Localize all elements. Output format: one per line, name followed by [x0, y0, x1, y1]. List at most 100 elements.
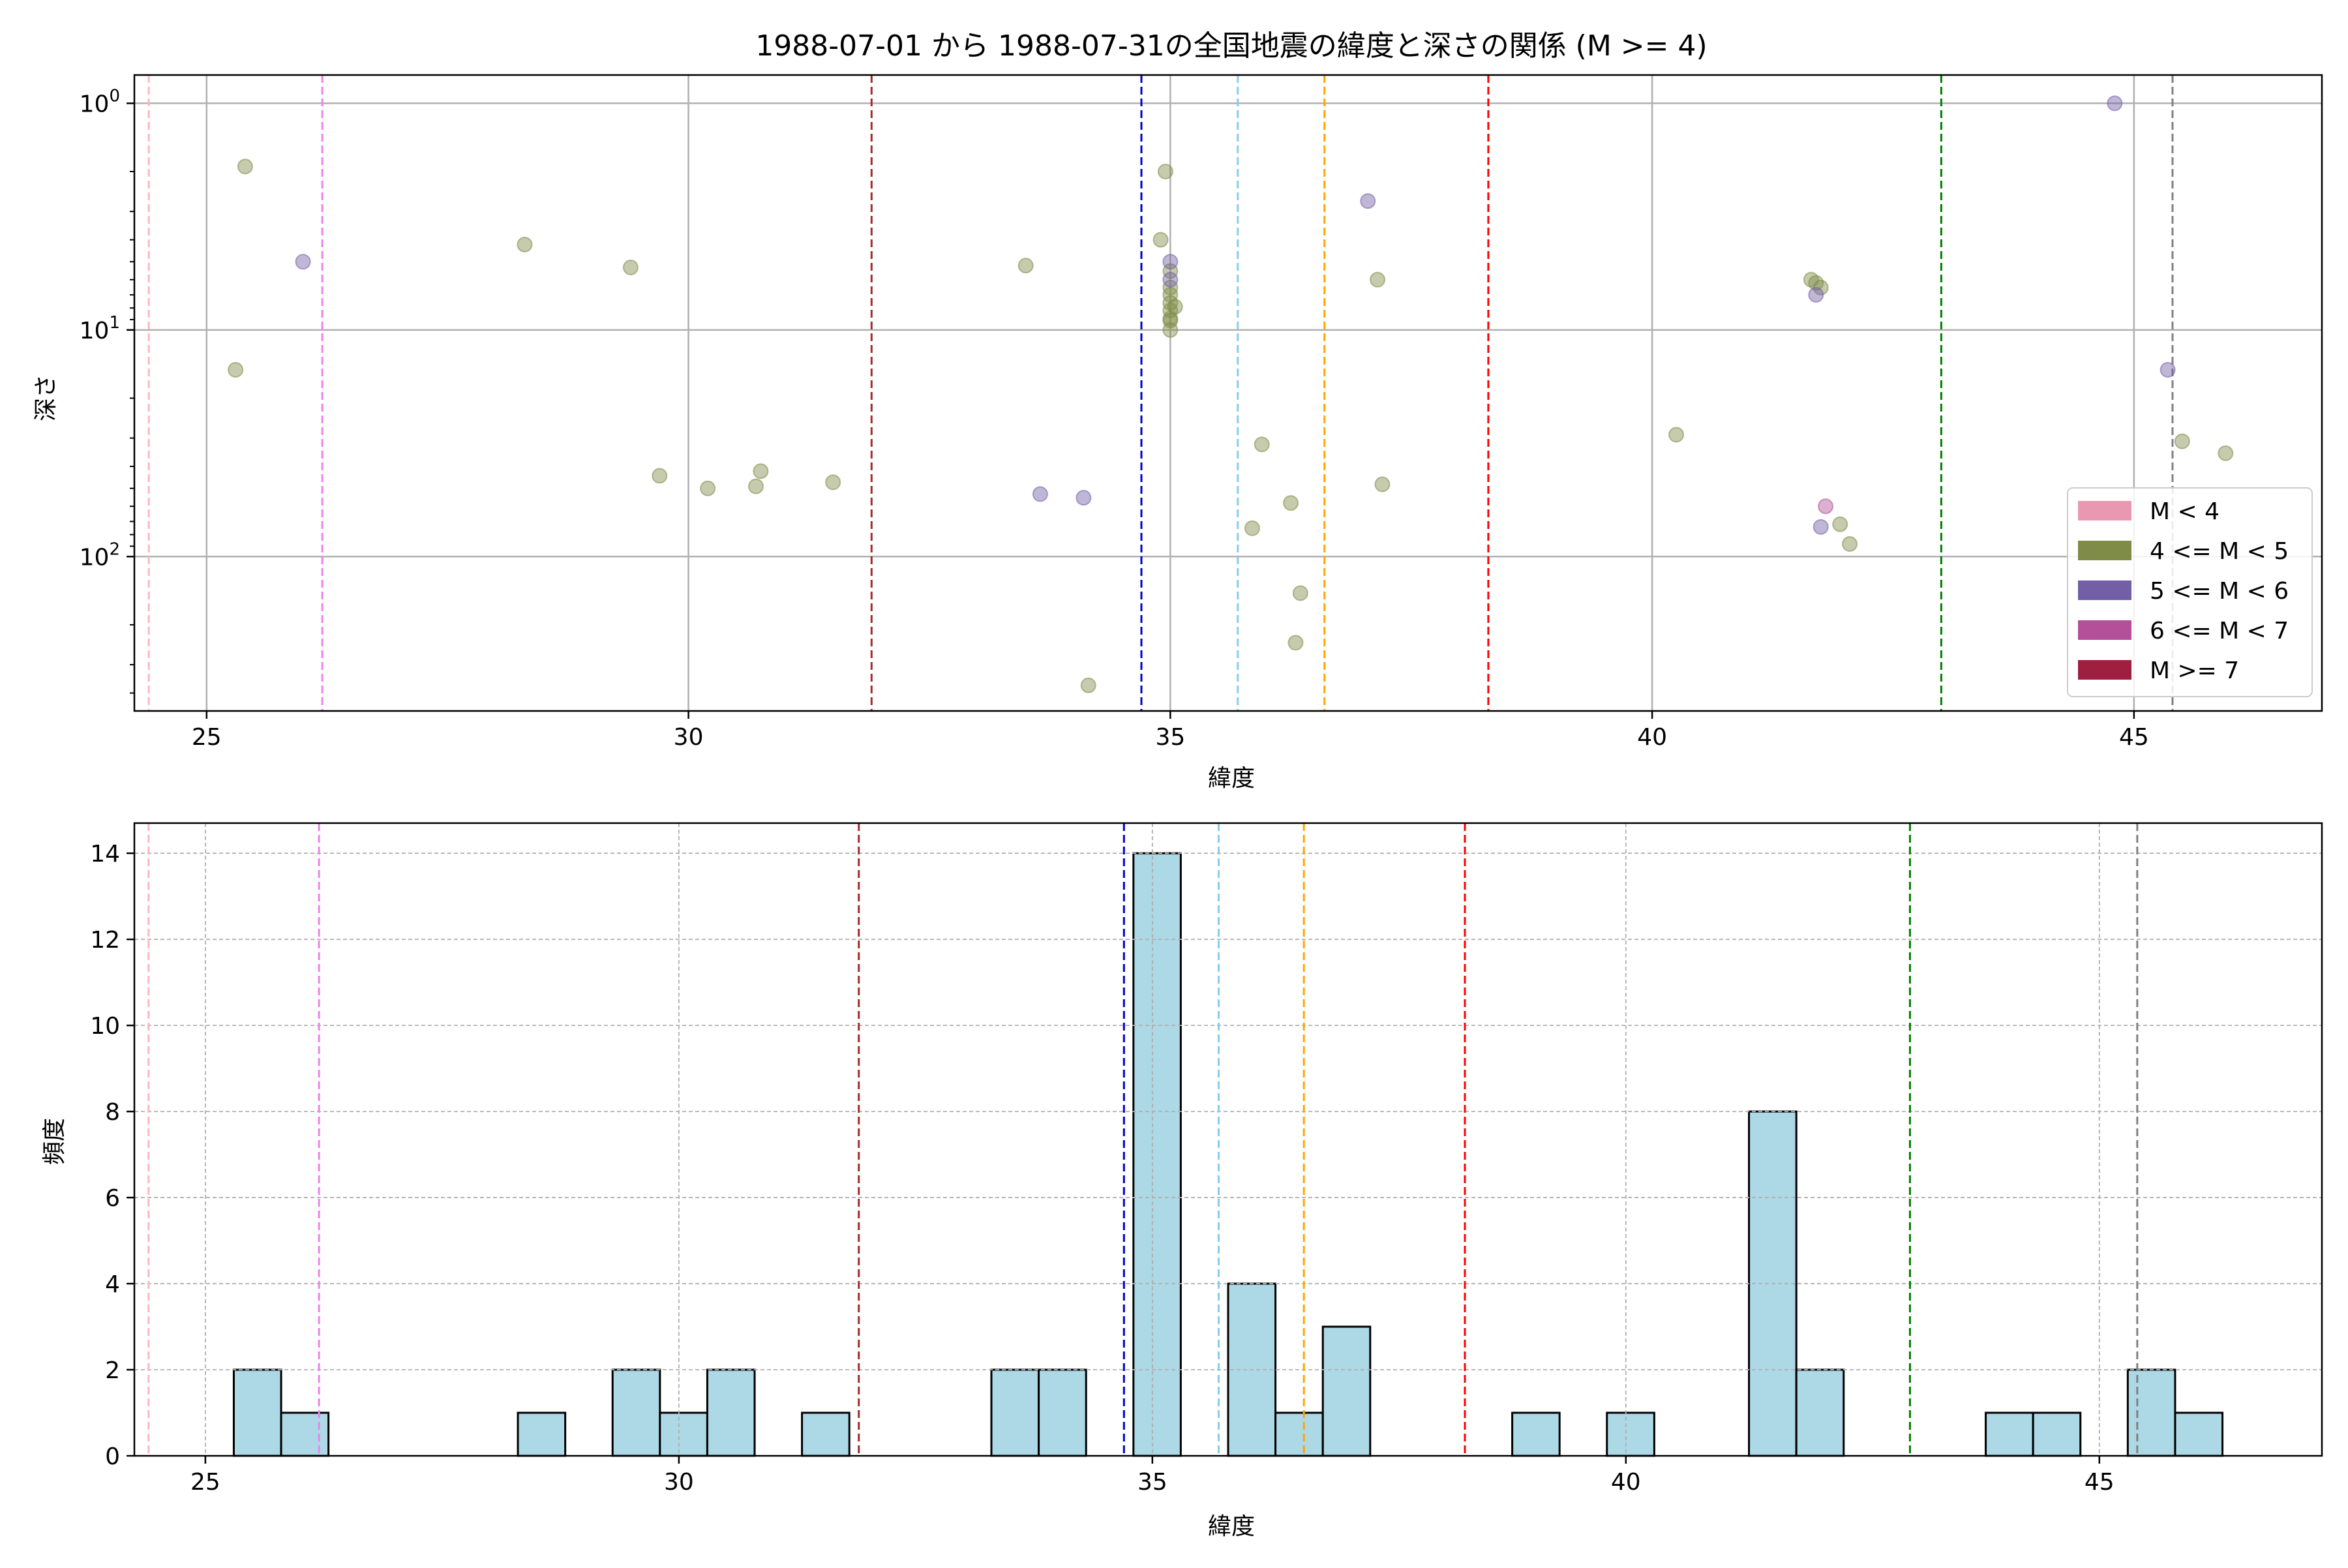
- scatter-point: [748, 478, 764, 494]
- scatter-point: [1818, 498, 1834, 515]
- histogram-ylabel: 頻度: [41, 1118, 68, 1165]
- scatter-point: [1157, 164, 1173, 180]
- scatter-point: [517, 236, 533, 252]
- legend-swatch: [2078, 541, 2131, 560]
- scatter-point: [1254, 436, 1270, 453]
- histogram-bar: [2032, 1411, 2082, 1457]
- scatter-point: [2107, 95, 2123, 112]
- scatter-x-tick-label: 45: [2119, 724, 2149, 751]
- legend-frame: [2067, 487, 2313, 697]
- histogram-bar: [2174, 1411, 2224, 1457]
- scatter-xlabel: 緯度: [1208, 765, 1255, 792]
- scatter-point: [1244, 520, 1260, 536]
- scatter-point: [1370, 271, 1386, 288]
- histogram-bar: [1795, 1368, 1845, 1457]
- scatter-point: [825, 474, 841, 490]
- histogram-plot: 緯度 頻度 25 30 35 40 45 0 2 4 6 8 10 12 14: [41, 822, 2323, 1540]
- histogram-y-tick-label: 12: [90, 927, 120, 954]
- scatter-grid: [134, 75, 2322, 711]
- scatter-x-tick-label: 25: [192, 724, 222, 751]
- histogram-axes-frame: [133, 822, 2323, 1457]
- scatter-x-tick-label: 35: [1155, 724, 1185, 751]
- histogram-x-tick-label: 25: [190, 1469, 220, 1496]
- legend-swatch: [2078, 580, 2131, 600]
- histogram-y-tick-label: 6: [105, 1185, 120, 1212]
- legend-swatch: [2078, 620, 2131, 640]
- histogram-x-tick-label: 30: [664, 1469, 694, 1496]
- scatter-point: [1287, 635, 1304, 651]
- scatter-point: [2174, 433, 2190, 449]
- legend: M < 4 4 <= M < 5 5 <= M < 6 6 <= M < 7 M >= …: [2067, 487, 2313, 697]
- scatter-ylabel: 深さ: [33, 374, 59, 421]
- scatter-point: [295, 254, 311, 270]
- scatter-point: [1162, 271, 1179, 288]
- histogram-x-tick-label: 35: [1137, 1469, 1167, 1496]
- histogram-bar: [1985, 1411, 2034, 1457]
- chart-title: 1988-07-01 から 1988-07-31の全国地震の緯度と深さの関係 (…: [755, 29, 1707, 63]
- scatter-y-tick-label: 101: [80, 313, 120, 344]
- scatter-point: [700, 480, 716, 496]
- histogram-y-tick-label: 10: [90, 1013, 120, 1040]
- scatter-point: [1167, 299, 1183, 315]
- histogram-x-tick-label: 40: [1611, 1469, 1641, 1496]
- histogram-bar: [2126, 1368, 2176, 1457]
- scatter-point: [1080, 677, 1096, 693]
- histogram-bar: [990, 1368, 1040, 1457]
- histogram-xlabel: 緯度: [1208, 1513, 1255, 1540]
- legend-label: M >= 7: [2150, 657, 2239, 684]
- legend-label: 4 <= M < 5: [2150, 538, 2289, 565]
- scatter-point: [753, 463, 769, 479]
- legend-swatch: [2078, 501, 2131, 520]
- scatter-point: [622, 260, 639, 276]
- histogram-bar: [1511, 1411, 1561, 1457]
- histogram-bar: [1132, 852, 1182, 1457]
- histogram-y-tick-label: 0: [105, 1443, 120, 1470]
- histogram-bar: [1321, 1325, 1372, 1457]
- histogram-x-tick-label: 45: [2085, 1469, 2115, 1496]
- histogram-bar: [611, 1368, 661, 1457]
- scatter-point: [1808, 287, 1824, 303]
- histogram-y-tick-label: 2: [105, 1357, 120, 1384]
- histogram-bar: [659, 1411, 708, 1457]
- legend-swatch: [2078, 660, 2131, 680]
- histogram-bar: [1606, 1411, 1655, 1457]
- histogram-body: [134, 823, 2322, 1457]
- histogram-bar: [1274, 1411, 1324, 1457]
- scatter-point: [1813, 519, 1829, 535]
- scatter-point: [2160, 362, 2176, 378]
- scatter-point: [1292, 585, 1308, 601]
- scatter-point: [652, 468, 668, 484]
- scatter-point: [1842, 536, 1858, 552]
- scatter-point: [1162, 322, 1179, 338]
- scatter-point: [1832, 516, 1848, 532]
- scatter-y-tick-label: 100: [80, 86, 120, 117]
- scatter-axes-frame: [133, 74, 2323, 712]
- histogram-bar: [232, 1368, 282, 1457]
- scatter-point: [1360, 193, 1376, 209]
- scatter-x-tick-label: 30: [674, 724, 704, 751]
- histogram-bar: [280, 1411, 330, 1457]
- scatter-point: [1283, 495, 1299, 511]
- histogram-y-tick-label: 14: [90, 841, 120, 867]
- scatter-point: [1017, 258, 1034, 274]
- scatter-point: [237, 158, 253, 175]
- scatter-point: [1152, 232, 1169, 248]
- scatter-plot: 緯度 深さ M < 4 4 <= M < 5 5 <= M < 6 6 <= M < …: [33, 74, 2323, 792]
- scatter-point: [228, 362, 244, 378]
- histogram-bar: [1038, 1368, 1087, 1457]
- scatter-point: [2218, 445, 2234, 461]
- scatter-point: [1032, 486, 1048, 502]
- scatter-point: [1374, 476, 1391, 492]
- legend-label: 6 <= M < 7: [2150, 618, 2289, 644]
- histogram-bar: [706, 1368, 756, 1457]
- histogram-y-tick-label: 4: [105, 1271, 120, 1298]
- scatter-x-tick-label: 40: [1637, 724, 1667, 751]
- histogram-bar: [801, 1411, 850, 1457]
- legend-label: 5 <= M < 6: [2150, 578, 2289, 605]
- histogram-y-tick-label: 8: [105, 1099, 120, 1126]
- scatter-y-tick-label: 102: [80, 539, 120, 571]
- scatter-point: [1668, 427, 1685, 443]
- scatter-point: [1162, 254, 1179, 270]
